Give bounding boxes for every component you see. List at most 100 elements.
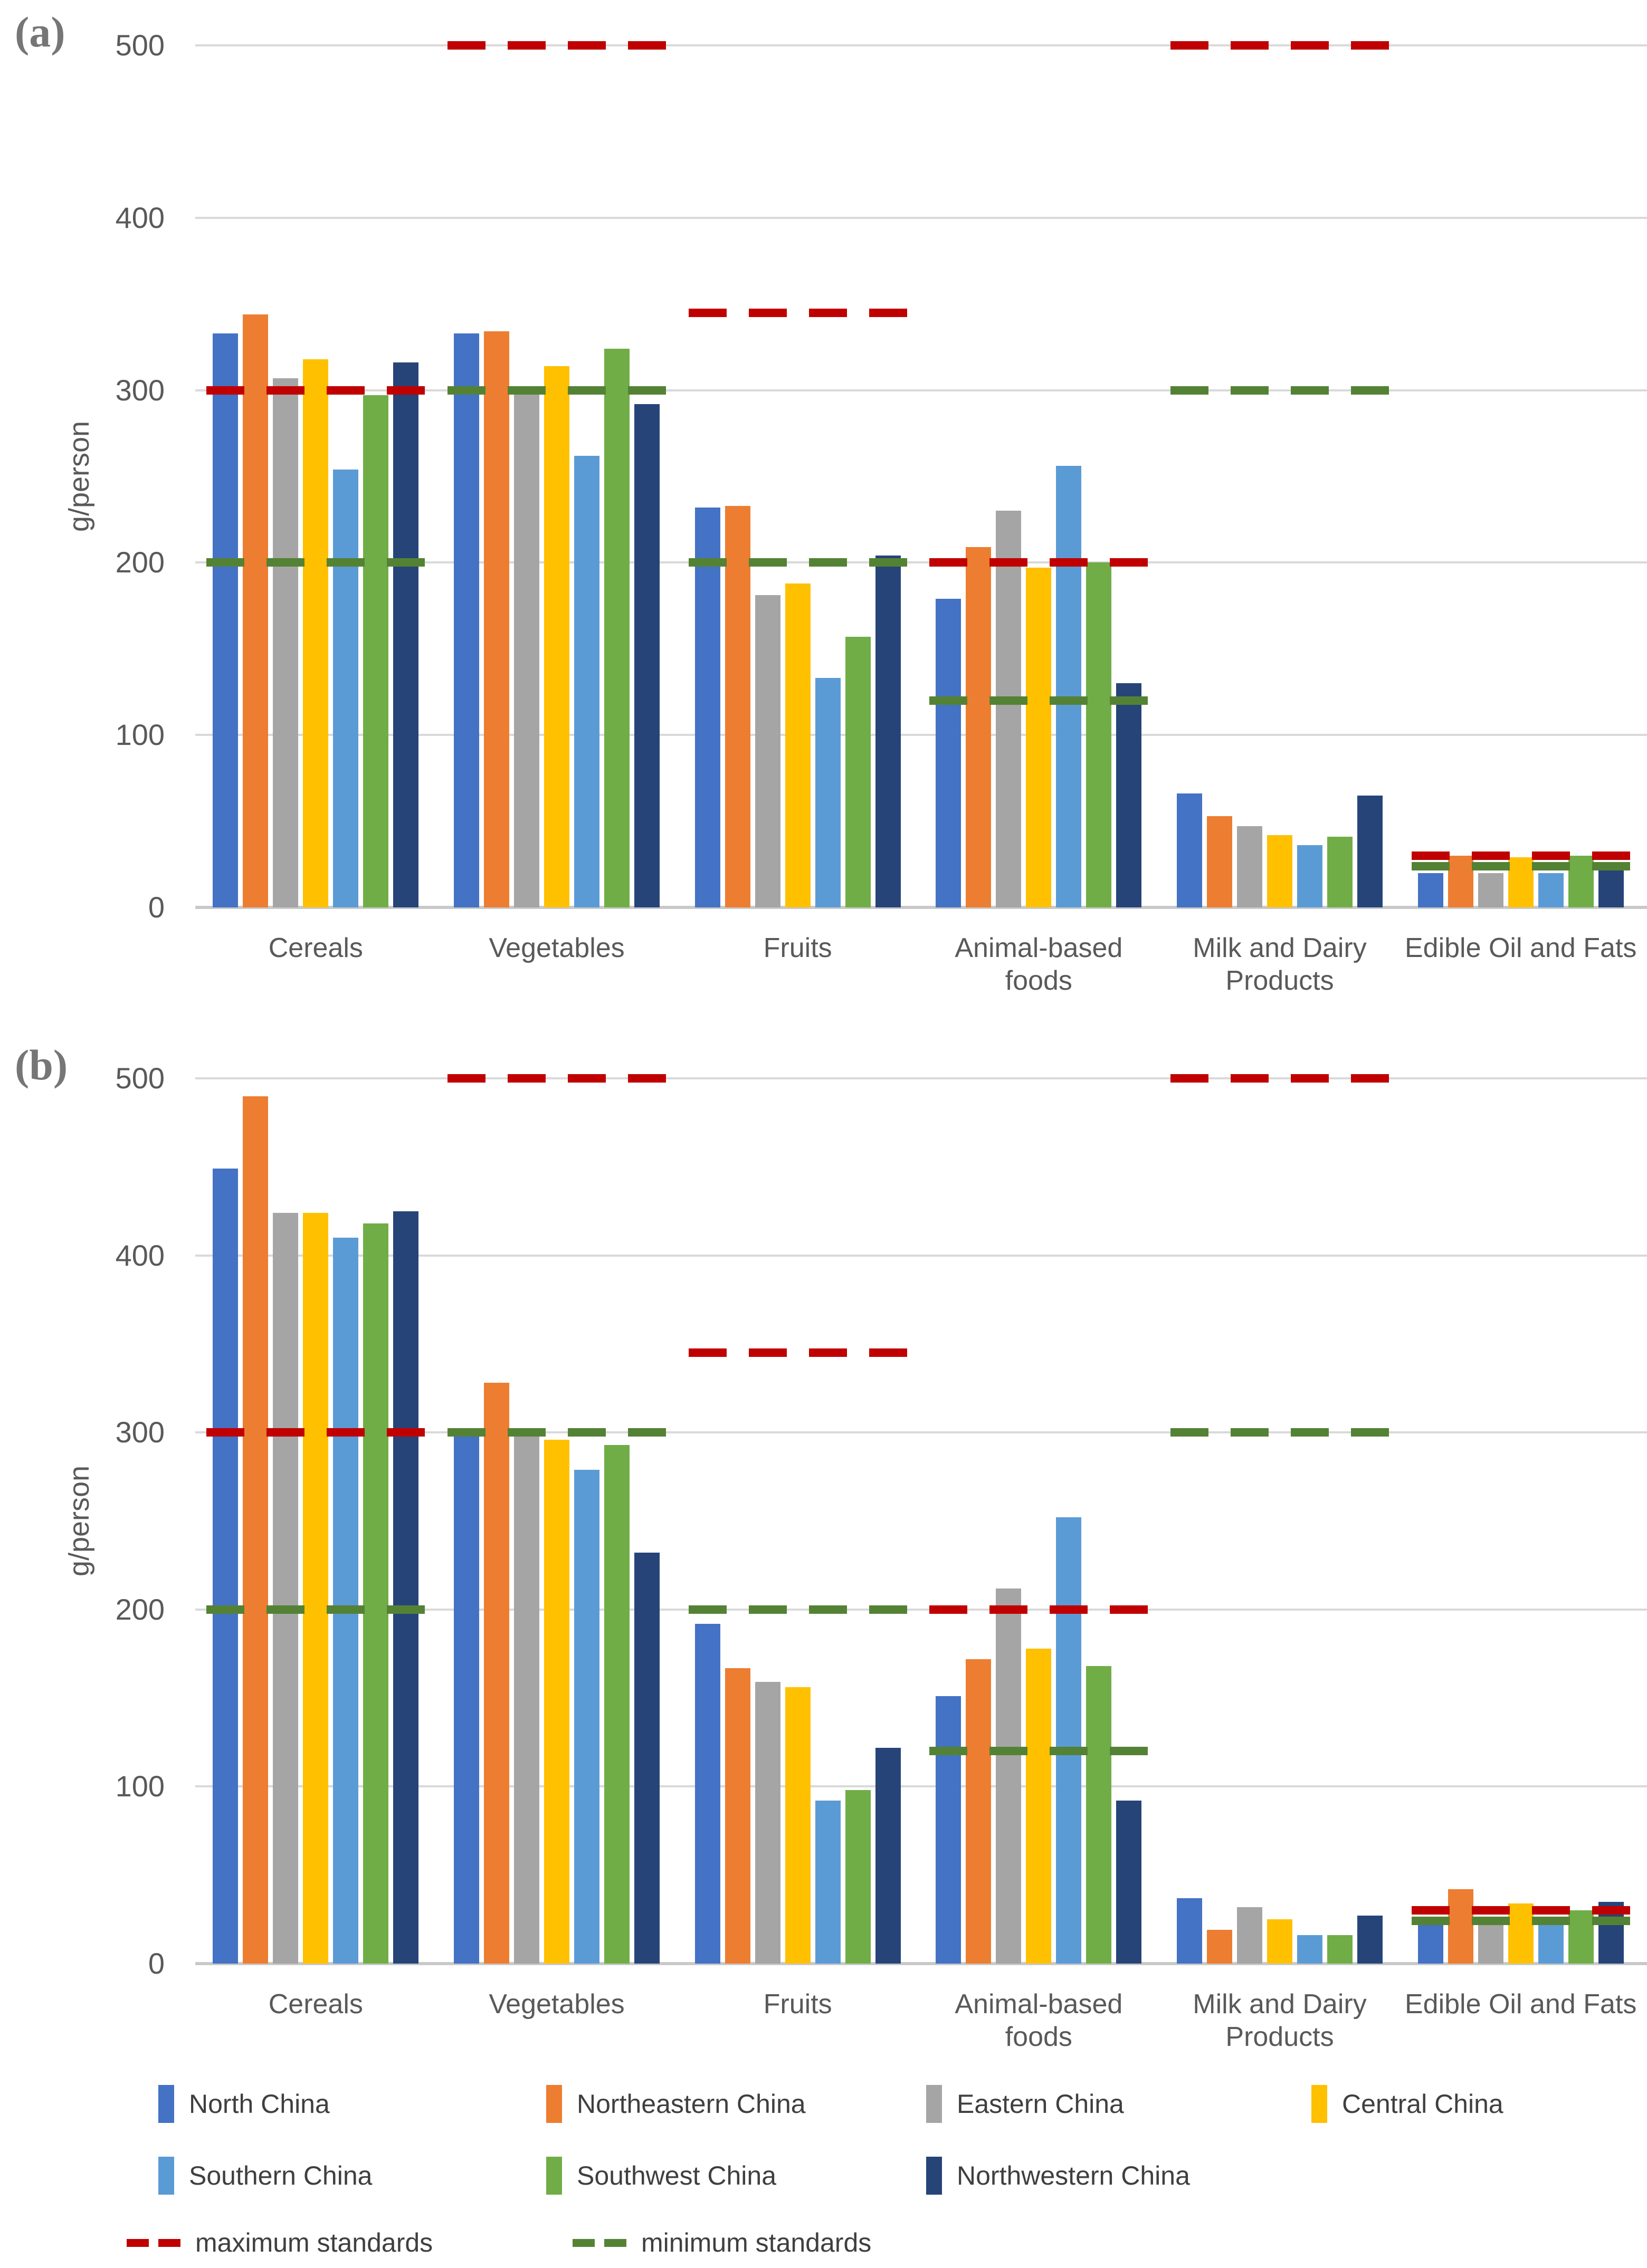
y-tick-label: 200 bbox=[115, 1592, 165, 1626]
legend-item-label: Eastern China bbox=[957, 2089, 1124, 2119]
legend-item-southwest-china: Southwest China bbox=[546, 2157, 776, 2195]
bar-northeastern-china bbox=[966, 547, 992, 907]
min-standard-line bbox=[1411, 862, 1630, 870]
bar-north-china bbox=[694, 507, 720, 907]
legend-color-swatch bbox=[546, 2085, 562, 2123]
category-label: Vegetables bbox=[489, 1989, 625, 2020]
bar-southern-china bbox=[815, 1801, 841, 1964]
bar-southwest-china bbox=[1327, 1935, 1353, 1964]
y-tick-label: 0 bbox=[148, 891, 165, 924]
legend-item-label: Northwestern China bbox=[957, 2161, 1190, 2190]
min-standard-line bbox=[448, 1428, 666, 1437]
dash-icon bbox=[127, 2238, 149, 2247]
category-label: Animal-based foods bbox=[955, 933, 1123, 996]
bar-northwestern-china bbox=[634, 1553, 660, 1964]
category-label: Milk and Dairy Products bbox=[1193, 933, 1367, 996]
gridline bbox=[195, 734, 1647, 736]
bar-northeastern-china bbox=[484, 1383, 509, 1964]
max-standard-line bbox=[1170, 1074, 1389, 1083]
bar-north-china bbox=[1417, 1925, 1443, 1964]
bar-southern-china bbox=[574, 1469, 599, 1964]
gridline bbox=[195, 561, 1647, 564]
x-axis-line bbox=[195, 1962, 1647, 1965]
gridline bbox=[195, 389, 1647, 391]
bar-northeastern-china bbox=[966, 1659, 992, 1964]
category-label: Vegetables bbox=[489, 933, 625, 963]
bar-eastern-china bbox=[273, 1213, 299, 1964]
bar-northeastern-china bbox=[725, 1668, 750, 1964]
min-standard-line bbox=[688, 558, 907, 567]
bar-central-china bbox=[544, 1439, 569, 1964]
bar-southwest-china bbox=[604, 1444, 630, 1964]
bar-central-china bbox=[1267, 1919, 1292, 1964]
legend-dash-swatch bbox=[127, 2238, 180, 2247]
bar-eastern-china bbox=[1478, 873, 1503, 907]
bar-eastern-china bbox=[1237, 1907, 1262, 1964]
legend-item-central-china: Central China bbox=[1311, 2085, 1503, 2123]
max-standard-line bbox=[1411, 1906, 1630, 1915]
y-tick-label: 100 bbox=[115, 1769, 165, 1803]
category-label: Fruits bbox=[763, 1989, 832, 2020]
y-tick-label: 0 bbox=[148, 1947, 165, 1980]
bar-northeastern-china bbox=[243, 1096, 269, 1964]
bar-north-china bbox=[1177, 1898, 1202, 1964]
min-standard-line bbox=[929, 696, 1148, 705]
bar-northeastern-china bbox=[1207, 816, 1232, 907]
legend-item-northwestern-china: Northwestern China bbox=[926, 2157, 1190, 2195]
y-tick-label: 200 bbox=[115, 546, 165, 579]
legend-item-label: Southern China bbox=[189, 2161, 373, 2190]
bar-north-china bbox=[936, 1696, 961, 1964]
bar-northeastern-china bbox=[243, 314, 269, 907]
bar-eastern-china bbox=[514, 390, 539, 907]
category-label: Milk and Dairy Products bbox=[1193, 1989, 1367, 2052]
bar-northeastern-china bbox=[484, 331, 509, 907]
bar-southern-china bbox=[1056, 1517, 1082, 1964]
category-label: Edible Oil and Fats bbox=[1404, 1989, 1637, 2020]
bar-north-china bbox=[213, 333, 239, 907]
legend-item-label: Southwest China bbox=[577, 2161, 777, 2190]
gridline bbox=[195, 216, 1647, 219]
legend-dash-swatch bbox=[573, 2238, 626, 2247]
dash-icon bbox=[604, 2238, 626, 2247]
bar-eastern-china bbox=[514, 1429, 539, 1964]
bar-eastern-china bbox=[273, 378, 299, 907]
legend-item-label: North China bbox=[189, 2089, 330, 2119]
bar-eastern-china bbox=[996, 511, 1022, 907]
bar-eastern-china bbox=[1237, 826, 1262, 907]
bar-southwest-china bbox=[1086, 562, 1112, 907]
min-standard-line bbox=[688, 1605, 907, 1614]
legend-item-minimum-standards: minimum standards bbox=[573, 2227, 871, 2258]
bar-northeastern-china bbox=[725, 505, 750, 907]
min-standard-line bbox=[448, 386, 666, 395]
min-standard-line bbox=[1411, 1917, 1630, 1926]
min-standard-line bbox=[929, 1747, 1148, 1756]
bar-central-china bbox=[1267, 835, 1292, 907]
category-label: Cereals bbox=[268, 1989, 363, 2020]
bar-central-china bbox=[1026, 568, 1052, 907]
gridline bbox=[195, 1785, 1647, 1788]
panel-a-label: (a) bbox=[15, 8, 65, 56]
bar-eastern-china bbox=[1478, 1919, 1503, 1964]
bar-northwestern-china bbox=[1357, 1916, 1383, 1964]
bar-southwest-china bbox=[604, 349, 630, 907]
legend-item-label: minimum standards bbox=[641, 2228, 872, 2257]
bar-central-china bbox=[785, 1687, 811, 1964]
max-standard-line bbox=[1411, 851, 1630, 860]
legend-item-northeastern-china: Northeastern China bbox=[546, 2085, 806, 2123]
bar-southern-china bbox=[1297, 845, 1322, 907]
bar-southwest-china bbox=[1086, 1666, 1112, 1964]
gridline bbox=[195, 1254, 1647, 1257]
gridline bbox=[195, 1431, 1647, 1434]
legend-item-label: Central China bbox=[1342, 2089, 1503, 2119]
legend-item-north-china: North China bbox=[158, 2085, 330, 2123]
bar-northwestern-china bbox=[1357, 795, 1383, 907]
category-label: Fruits bbox=[763, 933, 832, 963]
min-standard-line bbox=[206, 1605, 425, 1614]
gridline bbox=[195, 1077, 1647, 1079]
min-standard-line bbox=[1170, 1428, 1389, 1437]
category-label: Edible Oil and Fats bbox=[1404, 933, 1637, 963]
bar-southwest-china bbox=[845, 1790, 871, 1964]
max-standard-line bbox=[688, 308, 907, 317]
bar-north-china bbox=[213, 1169, 239, 1964]
bar-eastern-china bbox=[755, 1682, 780, 1964]
